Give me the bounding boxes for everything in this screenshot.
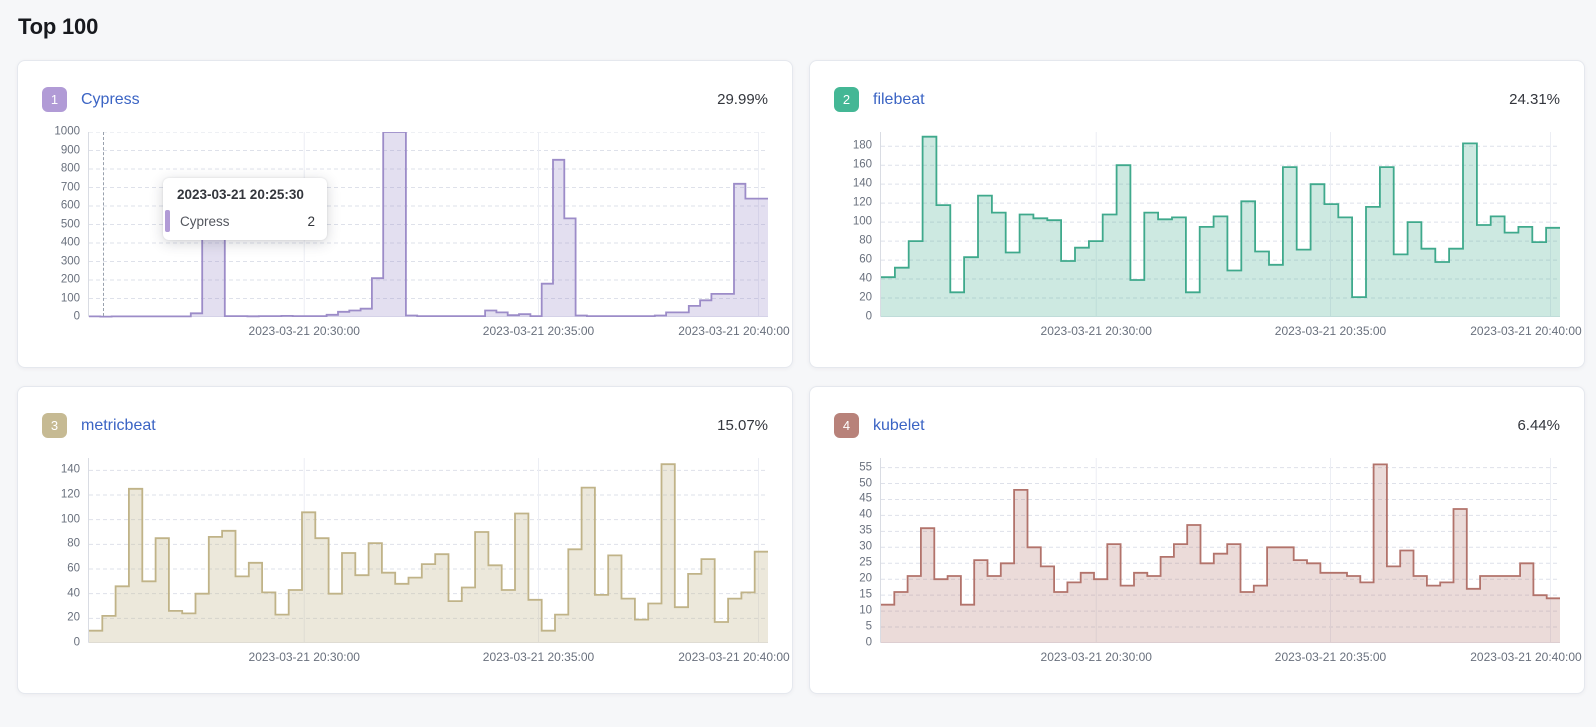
y-tick-label: 20 bbox=[859, 572, 872, 585]
y-tick-label: 80 bbox=[67, 537, 80, 550]
series-line bbox=[89, 463, 768, 632]
y-tick-label: 200 bbox=[60, 273, 80, 286]
x-tick-label: 2023-03-21 20:40:00 bbox=[678, 650, 790, 664]
x-tick-label: 2023-03-21 20:35:00 bbox=[482, 650, 595, 664]
y-tick-label: 25 bbox=[859, 556, 872, 569]
y-tick-label: 20 bbox=[859, 291, 872, 304]
percent-value: 15.07% bbox=[717, 417, 768, 434]
panels-grid: 1 Cypress 29.99% 0 100 200 300 400 500 600 700 8… bbox=[0, 60, 1596, 694]
y-tick-label: 5 bbox=[865, 620, 872, 633]
series-link-metricbeat[interactable]: metricbeat bbox=[81, 416, 156, 434]
y-tick-label: 50 bbox=[859, 476, 872, 489]
area-fill bbox=[881, 136, 1560, 317]
y-tick-label: 900 bbox=[60, 143, 80, 156]
y-tick-label: 0 bbox=[865, 310, 872, 323]
series-line bbox=[881, 463, 1560, 606]
y-tick-label: 20 bbox=[67, 611, 80, 624]
y-tick-label: 100 bbox=[60, 291, 80, 304]
x-tick-label: 2023-03-21 20:40:00 bbox=[678, 324, 790, 338]
panel-metricbeat: 3 metricbeat 15.07% 0 20 40 60 80 100 120 140 20… bbox=[17, 386, 793, 694]
y-axis: 0 20 40 60 80 100 120 140 160 180 bbox=[834, 132, 880, 322]
rank-badge: 4 bbox=[834, 413, 859, 438]
series-link-filebeat[interactable]: filebeat bbox=[873, 90, 925, 108]
panel-header: 2 filebeat 24.31% bbox=[834, 87, 1560, 112]
rank-badge: 3 bbox=[42, 413, 67, 438]
y-tick-label: 40 bbox=[859, 508, 872, 521]
panel-kubelet: 4 kubelet 6.44% 0 5 10 15 20 25 30 35 40 45 50 55 20… bbox=[809, 386, 1585, 694]
page-title: Top 100 bbox=[18, 14, 99, 39]
panel-header: 4 kubelet 6.44% bbox=[834, 413, 1560, 438]
plot-area[interactable]: 2023-03-21 20:30:00 2023-03-21 20:35:00 20… bbox=[88, 132, 790, 338]
panel-header: 1 Cypress 29.99% bbox=[42, 87, 768, 112]
percent-value: 24.31% bbox=[1509, 91, 1560, 108]
x-tick-label: 2023-03-21 20:30:00 bbox=[248, 324, 360, 338]
y-tick-label: 0 bbox=[865, 636, 872, 649]
y-tick-label: 140 bbox=[60, 463, 80, 476]
plot-area[interactable]: 2023-03-21 20:30:00 2023-03-21 20:35:00 20… bbox=[880, 132, 1582, 338]
x-tick-label: 2023-03-21 20:35:00 bbox=[482, 324, 595, 338]
y-tick-label: 120 bbox=[60, 488, 80, 501]
y-tick-label: 0 bbox=[73, 310, 80, 323]
y-tick-label: 15 bbox=[859, 588, 872, 601]
x-tick-label: 2023-03-21 20:35:00 bbox=[1274, 650, 1387, 664]
y-tick-label: 40 bbox=[67, 586, 80, 599]
y-tick-label: 60 bbox=[67, 562, 80, 575]
chart-kubelet: 0 5 10 15 20 25 30 35 40 45 50 55 2023-03-21 20:30:0… bbox=[834, 458, 1582, 664]
y-tick-label: 400 bbox=[60, 236, 80, 249]
y-tick-label: 600 bbox=[60, 199, 80, 212]
y-axis: 0 20 40 60 80 100 120 140 bbox=[42, 458, 88, 648]
y-tick-label: 160 bbox=[852, 158, 872, 171]
y-tick-label: 1000 bbox=[54, 125, 80, 138]
y-tick-label: 100 bbox=[852, 215, 872, 228]
y-tick-label: 0 bbox=[73, 636, 80, 649]
y-tick-label: 80 bbox=[859, 234, 872, 247]
y-tick-label: 35 bbox=[859, 524, 872, 537]
plot-area[interactable]: 2023-03-21 20:30:00 2023-03-21 20:35:00 20… bbox=[88, 458, 790, 664]
x-tick-label: 2023-03-21 20:40:00 bbox=[1470, 324, 1582, 338]
x-tick-label: 2023-03-21 20:35:00 bbox=[1274, 324, 1387, 338]
chart-filebeat: 0 20 40 60 80 100 120 140 160 180 2023-03-21 20:30… bbox=[834, 132, 1582, 338]
chart-cypress: 0 100 200 300 400 500 600 700 800 900 1000 2023-03-… bbox=[42, 126, 790, 338]
dashboard: Top 100 1 Cypress 29.99% 0 100 200 300 400 50… bbox=[0, 14, 1596, 694]
y-tick-label: 500 bbox=[60, 217, 80, 230]
plot-area[interactable]: 2023-03-21 20:30:00 2023-03-21 20:35:00 20… bbox=[880, 458, 1582, 664]
x-tick-label: 2023-03-21 20:40:00 bbox=[1470, 650, 1582, 664]
rank-badge: 1 bbox=[42, 87, 67, 112]
y-tick-label: 40 bbox=[859, 272, 872, 285]
x-tick-label: 2023-03-21 20:30:00 bbox=[1040, 650, 1152, 664]
panel-cypress: 1 Cypress 29.99% 0 100 200 300 400 500 600 700 8… bbox=[17, 60, 793, 368]
y-tick-label: 120 bbox=[852, 196, 872, 209]
y-tick-label: 45 bbox=[859, 492, 872, 505]
y-tick-label: 140 bbox=[852, 177, 872, 190]
y-tick-label: 55 bbox=[859, 460, 872, 473]
y-tick-label: 180 bbox=[852, 139, 872, 152]
percent-value: 6.44% bbox=[1517, 417, 1560, 434]
series-line bbox=[881, 135, 1560, 298]
panel-filebeat: 2 filebeat 24.31% 0 20 40 60 80 100 120 140 160 1… bbox=[809, 60, 1585, 368]
y-tick-label: 300 bbox=[60, 254, 80, 267]
y-tick-label: 800 bbox=[60, 162, 80, 175]
percent-value: 29.99% bbox=[717, 91, 768, 108]
chart-metricbeat: 0 20 40 60 80 100 120 140 2023-03-21 20:30:00 202… bbox=[42, 458, 790, 664]
rank-badge: 2 bbox=[834, 87, 859, 112]
y-axis: 0 5 10 15 20 25 30 35 40 45 50 55 bbox=[834, 458, 880, 647]
y-tick-label: 30 bbox=[859, 540, 872, 553]
y-tick-label: 10 bbox=[859, 604, 872, 617]
y-tick-label: 700 bbox=[60, 180, 80, 193]
x-tick-label: 2023-03-21 20:30:00 bbox=[248, 650, 360, 664]
panel-header: 3 metricbeat 15.07% bbox=[42, 413, 768, 438]
series-link-kubelet[interactable]: kubelet bbox=[873, 416, 925, 434]
y-axis: 0 100 200 300 400 500 600 700 800 900 1000 bbox=[42, 126, 88, 322]
area-fill bbox=[89, 464, 768, 643]
series-link-cypress[interactable]: Cypress bbox=[81, 90, 140, 108]
x-tick-label: 2023-03-21 20:30:00 bbox=[1040, 324, 1152, 338]
y-tick-label: 100 bbox=[60, 512, 80, 525]
y-tick-label: 60 bbox=[859, 253, 872, 266]
